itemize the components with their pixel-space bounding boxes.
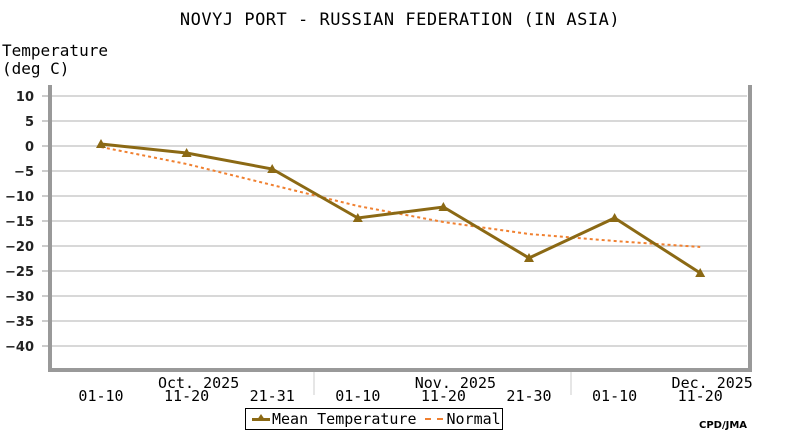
mean-temperature-marker-icon xyxy=(524,253,534,262)
mean-temperature-marker-icon xyxy=(181,148,192,157)
month-label: Nov. 2025 xyxy=(415,374,496,392)
normal-legend-icon xyxy=(424,418,443,420)
chart-title: NOVYJ PORT - RUSSIAN FEDERATION (IN ASIA… xyxy=(179,10,621,30)
x-tick-label: 11-20 xyxy=(678,387,723,405)
mean-temperature-marker-icon xyxy=(438,202,449,211)
y-tick-label: −15 xyxy=(5,215,34,230)
y-tick-label: 0 xyxy=(25,140,34,155)
legend-mean-label: Mean Temperature xyxy=(272,410,417,428)
x-tick-label: 21-30 xyxy=(506,387,551,405)
mean-temperature-marker-icon xyxy=(96,139,106,148)
y-axis-label: Temperature (deg C) xyxy=(2,42,108,78)
month-label: Oct. 2025 xyxy=(158,374,239,392)
x-tick-label: 11-20 xyxy=(421,387,466,405)
y-axis-label-line2: (deg C) xyxy=(2,59,70,78)
y-tick-label: −5 xyxy=(14,165,34,180)
y-tick-label: −20 xyxy=(5,240,34,255)
y-tick-label: −40 xyxy=(5,340,34,355)
y-tick-label: 5 xyxy=(25,115,34,130)
y-tick-label: −10 xyxy=(5,190,34,205)
x-tick-label: 01-10 xyxy=(335,387,380,405)
y-tick-label: −35 xyxy=(5,315,34,330)
normal-line xyxy=(100,146,701,248)
mean-temperature-marker-icon xyxy=(352,213,363,222)
mean-temperature-line xyxy=(100,142,702,275)
mean-temperature-marker-icon xyxy=(695,268,706,277)
x-tick-label: 11-20 xyxy=(164,387,209,405)
y-tick-label: −30 xyxy=(5,290,34,305)
x-tick-label: 01-10 xyxy=(592,387,637,405)
y-tick-label: 10 xyxy=(16,90,34,105)
x-tick-label: 01-10 xyxy=(78,387,123,405)
chart-legend: Mean Temperature Normal xyxy=(245,408,503,430)
y-axis-label-line1: Temperature xyxy=(2,41,108,60)
mean-temperature-marker-icon xyxy=(609,213,620,222)
x-tick-label: 21-31 xyxy=(250,387,295,405)
legend-normal-label: Normal xyxy=(446,410,501,428)
month-label: Dec. 2025 xyxy=(672,374,753,392)
credit-label: CPD/JMA xyxy=(699,420,748,431)
mean-temperature-marker-icon xyxy=(267,164,278,173)
y-tick-label: −25 xyxy=(5,265,34,280)
mean-temperature-legend-icon xyxy=(252,413,270,421)
